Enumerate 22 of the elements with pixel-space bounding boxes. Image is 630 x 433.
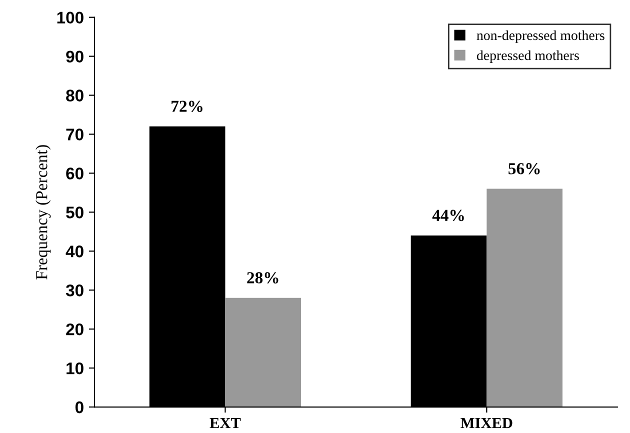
y-tick-label: 30 [66, 284, 84, 296]
x-tick-label: EXT [210, 418, 241, 428]
y-tick-label: 100 [57, 12, 84, 24]
y-tick-label: 80 [66, 90, 84, 102]
data-label: 28% [247, 272, 278, 284]
bar [486, 188, 562, 408]
legend-label: non-depressed mothers [476, 30, 604, 43]
data-label: 56% [508, 163, 540, 174]
bar [225, 298, 302, 408]
y-tick-label: 70 [66, 128, 84, 140]
y-axis-title: Frequency (Percent) [36, 145, 51, 280]
y-tick-label: 10 [66, 362, 84, 374]
y-tick-label: 60 [66, 168, 84, 180]
y-tick-label: 40 [66, 246, 84, 258]
y-tick-label: 50 [66, 206, 84, 218]
legend-label: depressed mothers [476, 50, 579, 63]
y-tick-label: 0 [75, 401, 84, 414]
data-label: 44% [432, 210, 464, 222]
data-label: 72% [172, 100, 202, 112]
y-tick-label: 90 [66, 50, 84, 62]
x-tick-label: MIXED [460, 418, 512, 428]
y-tick-label: 20 [66, 323, 84, 336]
